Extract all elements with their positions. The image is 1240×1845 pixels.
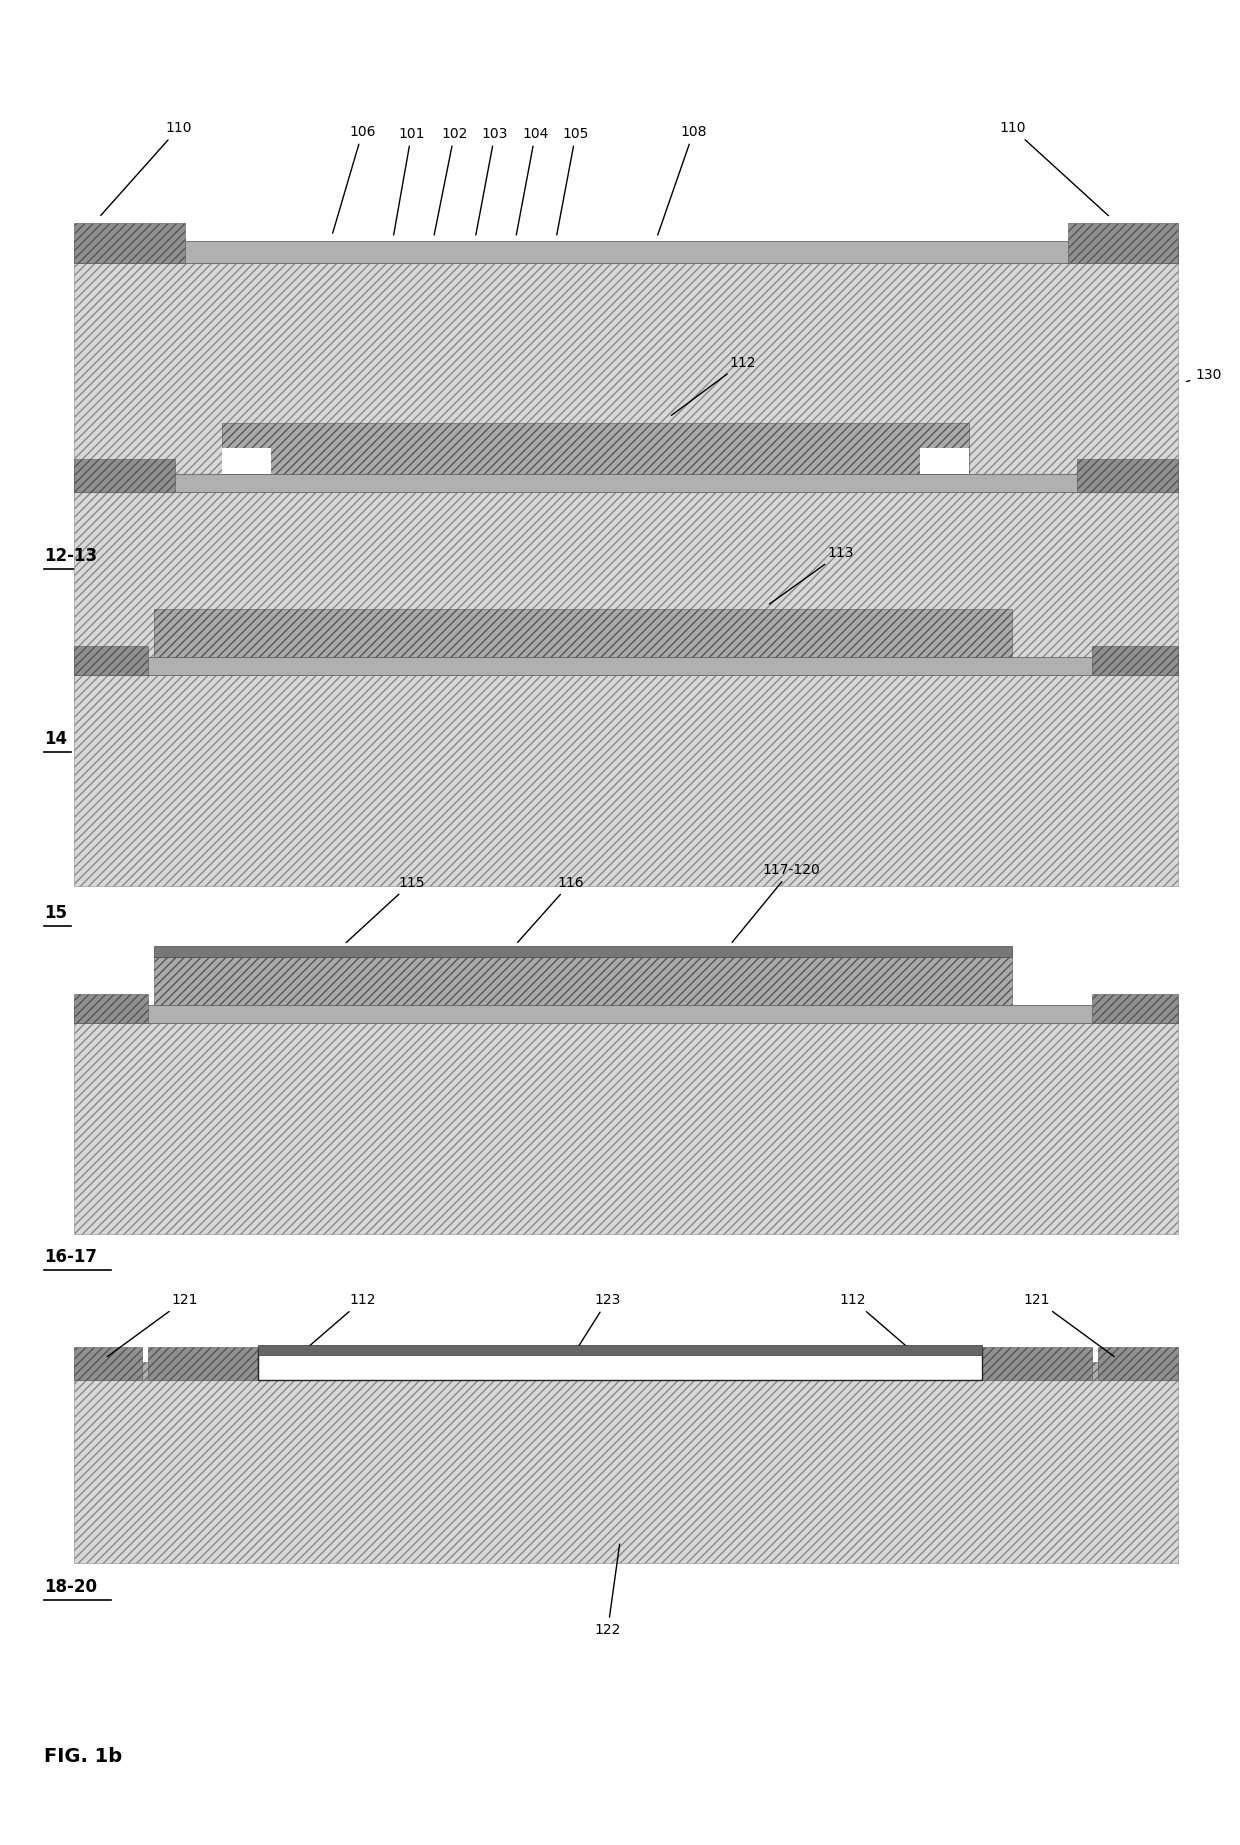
Bar: [154, 946, 1012, 958]
Bar: [222, 423, 970, 474]
Bar: [1092, 646, 1178, 675]
Text: 112: 112: [671, 356, 756, 415]
Bar: [258, 1345, 982, 1354]
Bar: [74, 223, 185, 264]
Text: 110: 110: [999, 122, 1109, 216]
Bar: [222, 448, 270, 474]
Text: 121: 121: [1024, 1293, 1115, 1356]
Bar: [74, 1347, 141, 1380]
Bar: [148, 1347, 258, 1380]
Text: 14: 14: [43, 731, 67, 749]
Bar: [74, 994, 148, 1024]
Text: 122: 122: [594, 1544, 621, 1637]
Bar: [258, 1347, 982, 1380]
Text: 105: 105: [557, 127, 589, 234]
Text: 110: 110: [100, 122, 192, 216]
Text: 112: 112: [298, 1293, 376, 1356]
Bar: [74, 493, 1178, 703]
Text: 117-120: 117-120: [732, 863, 821, 943]
Bar: [74, 459, 175, 493]
Bar: [1092, 994, 1178, 1024]
Text: FIG. 1b: FIG. 1b: [43, 1747, 122, 1766]
Bar: [920, 448, 970, 474]
Text: 108: 108: [657, 125, 707, 234]
Text: 112: 112: [839, 1293, 919, 1356]
Text: 115: 115: [346, 876, 425, 943]
Text: 104: 104: [516, 127, 548, 234]
Text: 103: 103: [476, 127, 508, 234]
Text: 123: 123: [573, 1293, 621, 1356]
Text: 15: 15: [43, 904, 67, 922]
Text: 18-20: 18-20: [43, 1577, 97, 1596]
Bar: [74, 264, 1178, 502]
Bar: [74, 1006, 1178, 1024]
Text: 130: 130: [1187, 369, 1221, 382]
Bar: [74, 1024, 1178, 1234]
Bar: [74, 657, 1178, 675]
Text: 113: 113: [769, 546, 854, 603]
Bar: [74, 646, 148, 675]
Text: 102: 102: [434, 127, 467, 234]
Text: 12-13: 12-13: [43, 548, 97, 565]
Bar: [1078, 459, 1178, 493]
Bar: [982, 1347, 1092, 1380]
Text: 106: 106: [332, 125, 376, 232]
Text: 16-17: 16-17: [43, 1249, 97, 1266]
Bar: [154, 609, 1012, 657]
Bar: [74, 675, 1178, 886]
Bar: [74, 242, 1178, 264]
Bar: [1068, 223, 1178, 264]
Bar: [154, 958, 1012, 1006]
Text: 116: 116: [517, 876, 584, 943]
Bar: [74, 474, 1178, 493]
Bar: [1099, 1347, 1178, 1380]
Text: 101: 101: [393, 127, 425, 234]
Text: 121: 121: [108, 1293, 198, 1356]
Bar: [74, 1380, 1178, 1563]
Bar: [74, 1362, 1178, 1380]
